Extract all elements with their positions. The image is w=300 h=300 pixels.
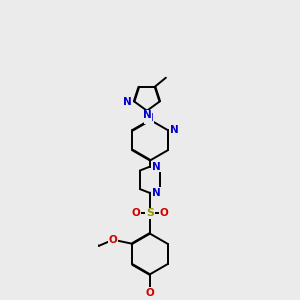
Text: S: S [146, 208, 154, 218]
Text: N: N [152, 188, 161, 198]
Text: N: N [142, 110, 151, 120]
Text: N: N [145, 113, 154, 123]
Text: O: O [160, 208, 169, 218]
Text: N: N [123, 97, 132, 106]
Text: O: O [131, 208, 140, 218]
Text: N: N [152, 162, 161, 172]
Text: O: O [109, 235, 118, 245]
Text: N: N [170, 125, 178, 135]
Text: O: O [146, 288, 154, 298]
